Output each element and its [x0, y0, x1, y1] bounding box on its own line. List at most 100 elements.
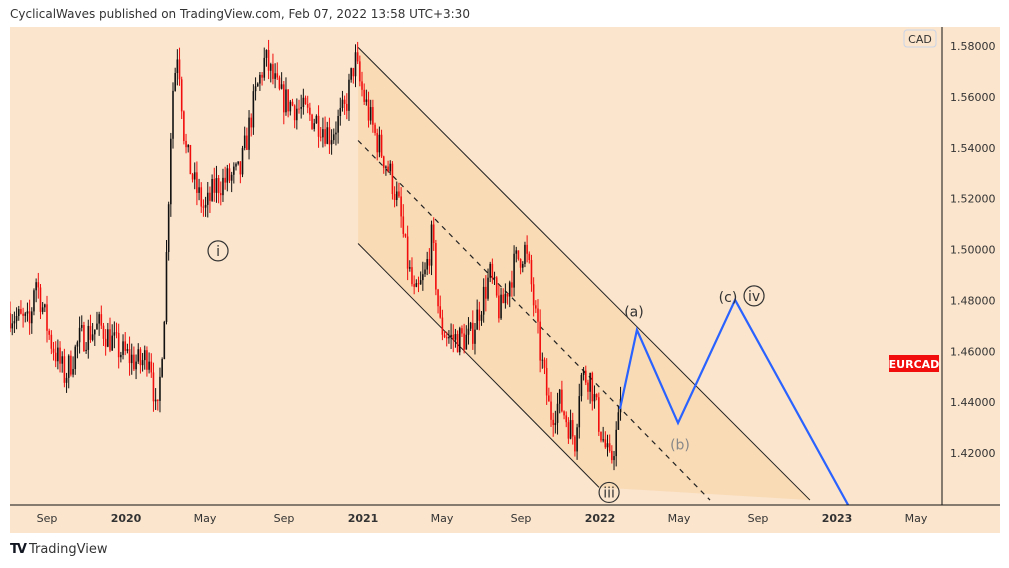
candle-body: [606, 443, 609, 448]
candle-body: [13, 321, 16, 324]
candle-body: [65, 377, 68, 383]
candle-body: [600, 431, 602, 441]
candle-body: [178, 59, 181, 80]
candle-body: [96, 323, 98, 330]
candle-body: [263, 57, 266, 78]
candle-body: [419, 280, 422, 285]
candle-body: [324, 129, 326, 144]
candle-body: [541, 359, 544, 361]
candle-body: [482, 286, 485, 315]
candle-body: [198, 187, 200, 193]
price-tick-label: 1.42000: [950, 447, 996, 460]
brand-name: TradingView: [28, 542, 108, 557]
candle-body: [276, 73, 279, 78]
candle-body: [556, 403, 559, 423]
candle-body: [156, 399, 159, 401]
candle-body: [530, 260, 533, 285]
candle-body: [269, 64, 272, 71]
time-tick-label: 2022: [585, 512, 616, 525]
price-tick-label: 1.46000: [950, 345, 996, 358]
candle-body: [402, 216, 405, 234]
candle-body: [137, 349, 140, 362]
candle-body: [300, 107, 302, 109]
candle-body: [506, 293, 509, 297]
candle-body: [154, 399, 157, 402]
candle-body: [289, 101, 292, 112]
candle-body: [122, 341, 124, 355]
wave-label-circle: [743, 285, 765, 307]
candle-body: [456, 334, 459, 353]
candle-body: [380, 134, 383, 157]
candle-body: [15, 316, 18, 322]
candle-body: [602, 439, 604, 441]
candle-body: [287, 89, 289, 112]
candle-body: [515, 250, 518, 254]
candle-body: [595, 394, 598, 398]
candle-body: [439, 306, 442, 318]
candle-body: [543, 359, 546, 368]
candle-body: [493, 277, 496, 279]
candle-body: [185, 140, 187, 148]
candle-body: [337, 115, 339, 133]
candle-body: [537, 308, 539, 322]
candle-body: [485, 286, 487, 299]
candle-body: [521, 263, 524, 268]
candle-body: [472, 322, 474, 344]
candle-body: [582, 370, 585, 375]
projection-line: [618, 297, 850, 505]
candle-body: [233, 166, 235, 175]
candle-body: [480, 314, 483, 321]
candle-body: [280, 84, 283, 89]
time-tick-label: Sep: [748, 512, 769, 525]
candle-body: [107, 329, 109, 347]
candle-body: [372, 107, 374, 125]
candle-body: [72, 369, 74, 375]
candle-body: [495, 277, 498, 296]
candle-body: [146, 350, 148, 370]
candle-body: [222, 177, 224, 196]
candle-body: [613, 456, 615, 461]
candle-body: [41, 307, 44, 312]
candle-body: [452, 334, 455, 340]
wave-label-0: i: [216, 244, 220, 260]
price-tick-label: 1.54000: [950, 142, 996, 155]
candle-body: [587, 382, 589, 392]
candle-body: [139, 349, 142, 366]
channel-middle-line: [357, 140, 711, 501]
candle-body: [409, 267, 411, 269]
candle-body: [124, 341, 127, 351]
candle-body: [458, 328, 461, 353]
time-tick-label: Sep: [511, 512, 532, 525]
candle-body: [33, 290, 35, 312]
candle-body: [235, 163, 237, 167]
candle-body: [578, 396, 581, 428]
candle-body: [528, 253, 531, 261]
candle-body: [508, 282, 511, 297]
candle-body: [161, 359, 163, 377]
candle-body: [267, 49, 270, 71]
candle-body: [567, 422, 570, 439]
candle-body: [217, 178, 220, 194]
candle-body: [293, 105, 296, 121]
candle-body: [230, 174, 233, 181]
candle-body: [35, 282, 37, 291]
candle-body: [211, 178, 213, 201]
channel-upper-line: [357, 47, 811, 501]
candle-body: [443, 334, 446, 338]
candle-body: [500, 294, 502, 319]
candle-body: [374, 124, 376, 133]
candle-body: [545, 367, 548, 396]
candle-body: [200, 187, 203, 207]
wave-label-4: (c): [719, 290, 738, 306]
candle-body: [291, 101, 294, 106]
tradingview-logo[interactable]: TV TradingView: [10, 542, 107, 557]
candle-body: [46, 304, 48, 331]
time-tick-label: May: [905, 512, 928, 525]
candle-body: [361, 81, 363, 90]
candle-body: [130, 354, 133, 364]
price-tick-label: 1.56000: [950, 91, 996, 104]
candle-body: [48, 330, 50, 335]
candle-body: [569, 420, 572, 439]
candle-body: [256, 83, 259, 87]
